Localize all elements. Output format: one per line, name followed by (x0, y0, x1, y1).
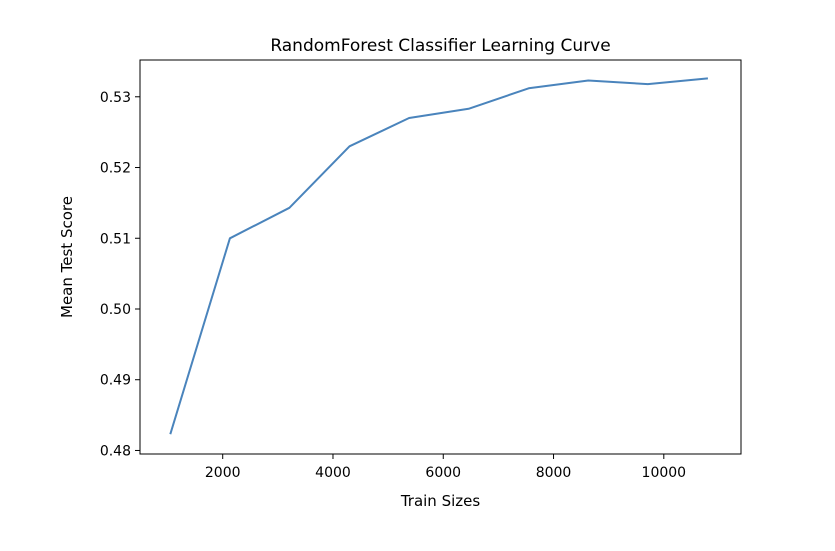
x-tick-label: 8000 (536, 465, 572, 481)
y-axis-label: Mean Test Score (58, 196, 76, 318)
x-tick-label: 6000 (425, 465, 461, 481)
y-axis: 0.48 0.49 0.50 0.51 0.52 0.53 (100, 90, 140, 459)
chart-title: RandomForest Classifier Learning Curve (270, 36, 610, 56)
y-tick-label: 0.49 (100, 373, 131, 389)
x-axis-label: Train Sizes (400, 492, 481, 510)
series-line-0 (169, 77, 708, 435)
y-tick-label: 0.48 (100, 443, 131, 459)
x-axis: 2000 4000 6000 8000 10000 (205, 454, 686, 481)
x-tick-label: 2000 (205, 465, 241, 481)
y-tick-label: 0.52 (100, 161, 131, 177)
y-tick-label: 0.53 (100, 90, 131, 106)
y-tick-label: 0.51 (100, 231, 131, 247)
x-tick-label: 4000 (315, 465, 351, 481)
plot-area-frame (139, 59, 742, 455)
y-tick-label: 0.50 (100, 302, 131, 318)
series-layer (169, 77, 708, 435)
x-tick-label: 10000 (642, 465, 687, 481)
